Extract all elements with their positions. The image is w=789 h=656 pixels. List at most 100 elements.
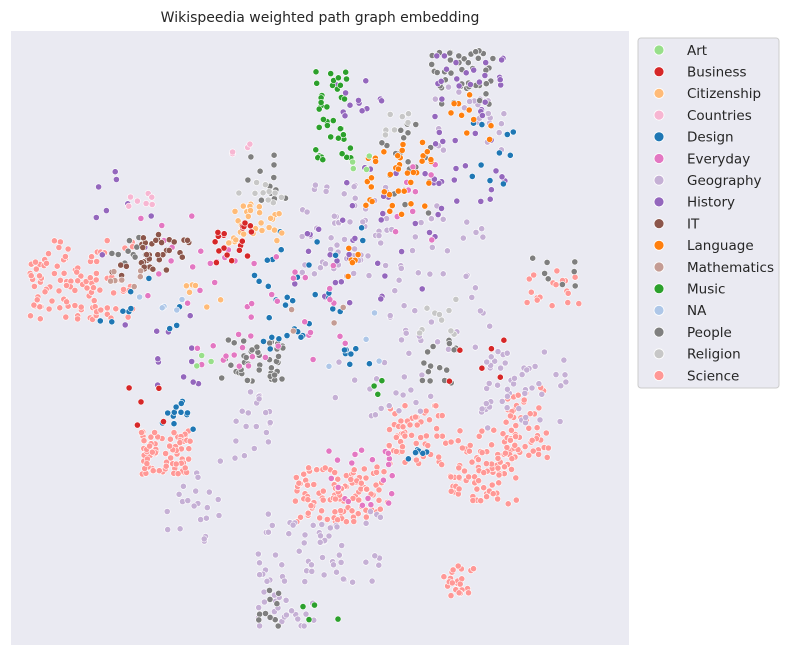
point-religion-4 [259, 189, 267, 197]
point-design-26 [341, 346, 348, 354]
point-science-68 [31, 282, 38, 290]
point-science-460 [506, 412, 514, 420]
point-science-325 [433, 432, 441, 440]
point-religion-12 [423, 304, 431, 312]
point-geography-307 [395, 407, 403, 415]
point-science-482 [440, 573, 448, 581]
point-science-59 [82, 278, 90, 285]
point-business-2 [220, 230, 228, 238]
point-geography-276 [232, 417, 240, 425]
point-geography-222 [560, 356, 568, 364]
point-science-10 [55, 287, 63, 295]
point-people-90 [404, 158, 412, 166]
point-religion-6 [271, 189, 279, 197]
point-religion-16 [447, 327, 455, 335]
point-people-146 [543, 258, 551, 266]
point-geography-323 [427, 392, 435, 400]
point-geography-180 [486, 322, 494, 330]
point-geography-7 [300, 539, 308, 547]
point-music-29 [342, 68, 350, 76]
point-geography-16 [278, 561, 286, 569]
point-science-131 [162, 450, 169, 457]
point-design-73 [495, 149, 503, 157]
point-music-44 [378, 377, 386, 385]
point-geography-54 [376, 513, 384, 521]
point-history-32 [498, 56, 505, 64]
point-everyday-73 [158, 222, 166, 229]
point-people-18 [253, 343, 261, 351]
point-people-3 [278, 375, 286, 383]
point-language-16 [423, 148, 431, 156]
point-science-244 [376, 505, 384, 513]
point-geography-24 [362, 519, 370, 527]
point-science-397 [466, 441, 474, 449]
point-geography-58 [333, 523, 341, 531]
point-science-508 [88, 253, 95, 261]
point-countries-3 [142, 200, 150, 207]
point-geography-29 [337, 559, 345, 566]
point-people-25 [248, 346, 256, 354]
point-mathematics-7 [339, 303, 347, 311]
point-history-106 [180, 373, 187, 381]
point-geography-74 [294, 615, 302, 623]
point-science-54 [36, 303, 44, 311]
point-geography-53 [316, 538, 324, 546]
point-geography-120 [350, 183, 358, 191]
point-science-318 [408, 431, 415, 439]
point-business-4 [212, 259, 220, 266]
point-geography-162 [443, 247, 451, 255]
point-everyday-9 [211, 279, 219, 286]
point-everyday-63 [384, 449, 392, 457]
point-science-74 [112, 305, 120, 313]
point-it-30 [184, 236, 191, 244]
point-history-24 [435, 128, 443, 136]
point-design-32 [263, 256, 271, 264]
point-geography-45 [335, 551, 343, 559]
point-business-24 [445, 377, 453, 385]
point-geography-247 [190, 502, 198, 510]
point-religion-5 [277, 193, 285, 201]
point-countries-4 [148, 193, 156, 201]
point-history-27 [455, 82, 463, 90]
point-science-439 [507, 426, 515, 434]
point-geography-304 [497, 120, 505, 128]
point-everyday-54 [351, 450, 359, 458]
point-science-272 [375, 486, 383, 494]
point-science-33 [36, 315, 44, 323]
point-science-433 [503, 444, 511, 451]
point-it-19 [162, 266, 170, 274]
point-design-0 [282, 301, 289, 309]
point-science-292 [417, 434, 425, 441]
legend-label-it: IT [687, 216, 700, 232]
point-music-24 [327, 133, 335, 141]
point-language-22 [398, 210, 405, 218]
point-people-138 [445, 340, 453, 347]
point-science-331 [438, 412, 446, 419]
point-geography-88 [340, 190, 348, 198]
legend-marker-religion [653, 348, 665, 360]
point-history-55 [351, 234, 359, 242]
point-citizenship-30 [182, 282, 190, 290]
point-science-321 [392, 433, 400, 441]
point-people-127 [420, 359, 428, 367]
point-science-516 [55, 244, 63, 251]
point-history-115 [103, 207, 110, 214]
point-language-50 [344, 272, 352, 280]
point-people-125 [424, 348, 431, 356]
point-geography-239 [521, 389, 529, 397]
point-geography-56 [263, 577, 271, 585]
point-geography-172 [391, 287, 399, 295]
point-geography-308 [405, 349, 413, 357]
point-science-12 [56, 304, 64, 312]
point-design-16 [283, 332, 291, 339]
legend-label-history: History [687, 195, 735, 211]
point-science-489 [564, 299, 572, 306]
point-science-193 [342, 518, 350, 526]
point-history-40 [435, 179, 443, 187]
point-science-259 [305, 464, 312, 472]
point-geography-279 [240, 452, 248, 460]
point-everyday-36 [250, 260, 258, 267]
point-science-419 [521, 443, 529, 450]
point-history-88 [358, 107, 366, 115]
point-everyday-56 [385, 461, 393, 468]
